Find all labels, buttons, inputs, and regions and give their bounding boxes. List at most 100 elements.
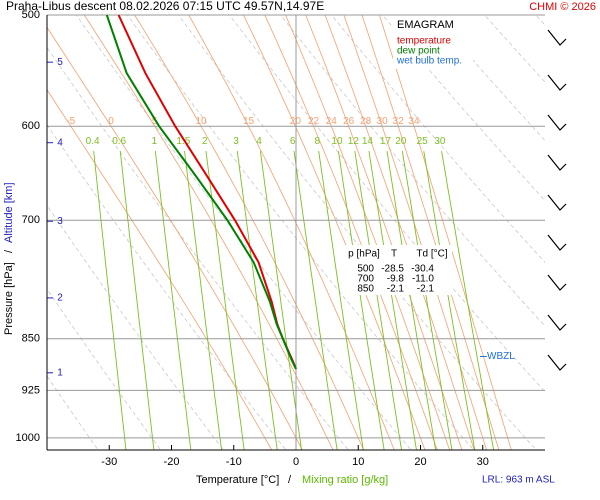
mixing-ratio-line — [259, 151, 302, 450]
dry-adiabat — [47, 46, 350, 450]
mixing-ratio-line — [293, 151, 338, 450]
mixing-ratio-line — [119, 151, 155, 450]
x-label: Temperature [°C] — [196, 474, 279, 486]
wind-barb — [547, 194, 567, 211]
dry-adiabat — [75, 15, 412, 450]
dry-adiabat — [279, 15, 545, 327]
mixing-ratio-label: 17 — [380, 136, 392, 147]
altitude-tick-label: 2 — [57, 293, 63, 304]
x-tick-label: 0 — [293, 456, 299, 468]
legend-entry: wet bulb temp. — [396, 56, 462, 67]
table-cell: -9.8 — [387, 274, 405, 285]
mixing-ratio-label: 6 — [290, 136, 296, 147]
mixing-ratio-label: 1.5 — [176, 136, 190, 147]
lrl: LRL: 963 m ASL — [482, 475, 555, 486]
moist-adiabat-label: 15 — [243, 116, 255, 127]
x-tick-label: -30 — [101, 456, 117, 468]
altitude-tick-label: 3 — [57, 216, 63, 227]
wbzl-label: WBZL — [487, 351, 515, 362]
x-tick-label: -20 — [164, 456, 180, 468]
mixing-ratio-label: 2 — [202, 136, 208, 147]
y-tick-label: 850 — [22, 333, 40, 345]
y-label-2: Altitude [km] — [3, 182, 15, 243]
y-tick-label: 1000 — [16, 432, 40, 444]
mixing-ratio-line — [368, 151, 417, 450]
moist-adiabat-label: 34 — [408, 116, 420, 127]
dry-adiabat — [177, 15, 537, 450]
moist-adiabat — [188, 15, 395, 450]
y-tick-label: 500 — [22, 9, 40, 21]
x-tick-label: 20 — [414, 456, 426, 468]
mixing-ratio-line — [337, 151, 385, 450]
moist-adiabat-label: -5 — [66, 116, 75, 127]
dry-adiabat — [47, 124, 287, 450]
moist-adiabat-label: 24 — [326, 116, 338, 127]
separator: / — [3, 249, 15, 253]
mixing-ratio-label: 8 — [315, 136, 321, 147]
wind-barb — [547, 354, 567, 371]
separator: / — [288, 474, 292, 486]
wind-barb — [547, 234, 567, 251]
y-tick-label: 600 — [22, 120, 40, 132]
y-tick-label: 925 — [22, 384, 40, 396]
credit: CHMI © 2026 — [529, 1, 596, 13]
dry-adiabat — [330, 15, 545, 263]
moist-adiabat — [343, 15, 487, 450]
title: Praha-Libus descent 08.02.2026 07:15 UTC… — [6, 0, 324, 13]
moist-adiabat-label: 32 — [393, 116, 405, 127]
mixing-ratio-line — [154, 151, 192, 450]
mixing-ratio-label: 14 — [362, 136, 374, 147]
moist-adiabat-label: 0 — [108, 116, 114, 127]
altitude-tick-label: 4 — [57, 137, 63, 148]
mixing-ratio-label: 0.6 — [112, 136, 126, 147]
moist-adiabat-label: 28 — [360, 116, 372, 127]
x-tick-label: 30 — [477, 456, 489, 468]
table-header: Td [°C] — [416, 249, 447, 260]
moist-adiabat — [305, 15, 463, 450]
mixing-ratio-line — [386, 151, 437, 450]
moist-adiabat — [83, 15, 334, 450]
profile-line — [105, 14, 297, 370]
table-header: T — [391, 249, 397, 260]
altitude-tick-label: 1 — [57, 367, 63, 378]
dry-adiabat — [535, 15, 545, 26]
table-cell: -2.1 — [417, 284, 435, 295]
mixing-ratio-line — [318, 151, 364, 450]
y-tick-label: 700 — [22, 214, 40, 226]
table-cell: 850 — [357, 284, 374, 295]
mixing-ratio-label: 4 — [256, 136, 262, 147]
dry-adiabat — [433, 15, 545, 142]
moist-adiabat — [134, 15, 365, 450]
mixing-ratio-line — [423, 151, 476, 450]
moist-adiabat — [378, 15, 512, 450]
moist-adiabat-label: 26 — [343, 116, 355, 127]
mixing-ratio-line — [441, 151, 495, 450]
dry-adiabat — [126, 15, 475, 450]
legend-title: EMAGRAM — [397, 19, 454, 31]
dry-adiabat — [564, 0, 600, 462]
dry-adiabat — [382, 15, 545, 202]
wind-barb — [547, 314, 567, 331]
mixing-ratio-label: 20 — [395, 136, 407, 147]
mixing-ratio-label: 0.4 — [86, 136, 100, 147]
moist-adiabat — [47, 89, 273, 450]
legend-entry: dew point — [397, 46, 440, 57]
table-box — [342, 245, 452, 295]
mixing-ratio-label: 12 — [348, 136, 360, 147]
legend-entry: temperature — [397, 36, 451, 47]
altitude-tick-label: 5 — [57, 57, 63, 68]
x-tick-label: 10 — [352, 456, 364, 468]
moist-adiabat-label: 22 — [308, 116, 320, 127]
mixing-ratio-label: 1 — [151, 136, 157, 147]
wind-barb — [547, 154, 567, 171]
mixing-ratio-line — [184, 151, 223, 450]
dry-adiabat — [47, 375, 99, 450]
mixing-ratio-line — [401, 151, 453, 450]
wind-barb — [547, 29, 567, 46]
mixing-ratio-label: 25 — [417, 136, 429, 147]
moist-adiabat-label: 30 — [377, 116, 389, 127]
mixing-ratio-label: 30 — [434, 136, 446, 147]
wind-barb — [547, 274, 567, 291]
table-cell: -2.1 — [387, 284, 405, 295]
